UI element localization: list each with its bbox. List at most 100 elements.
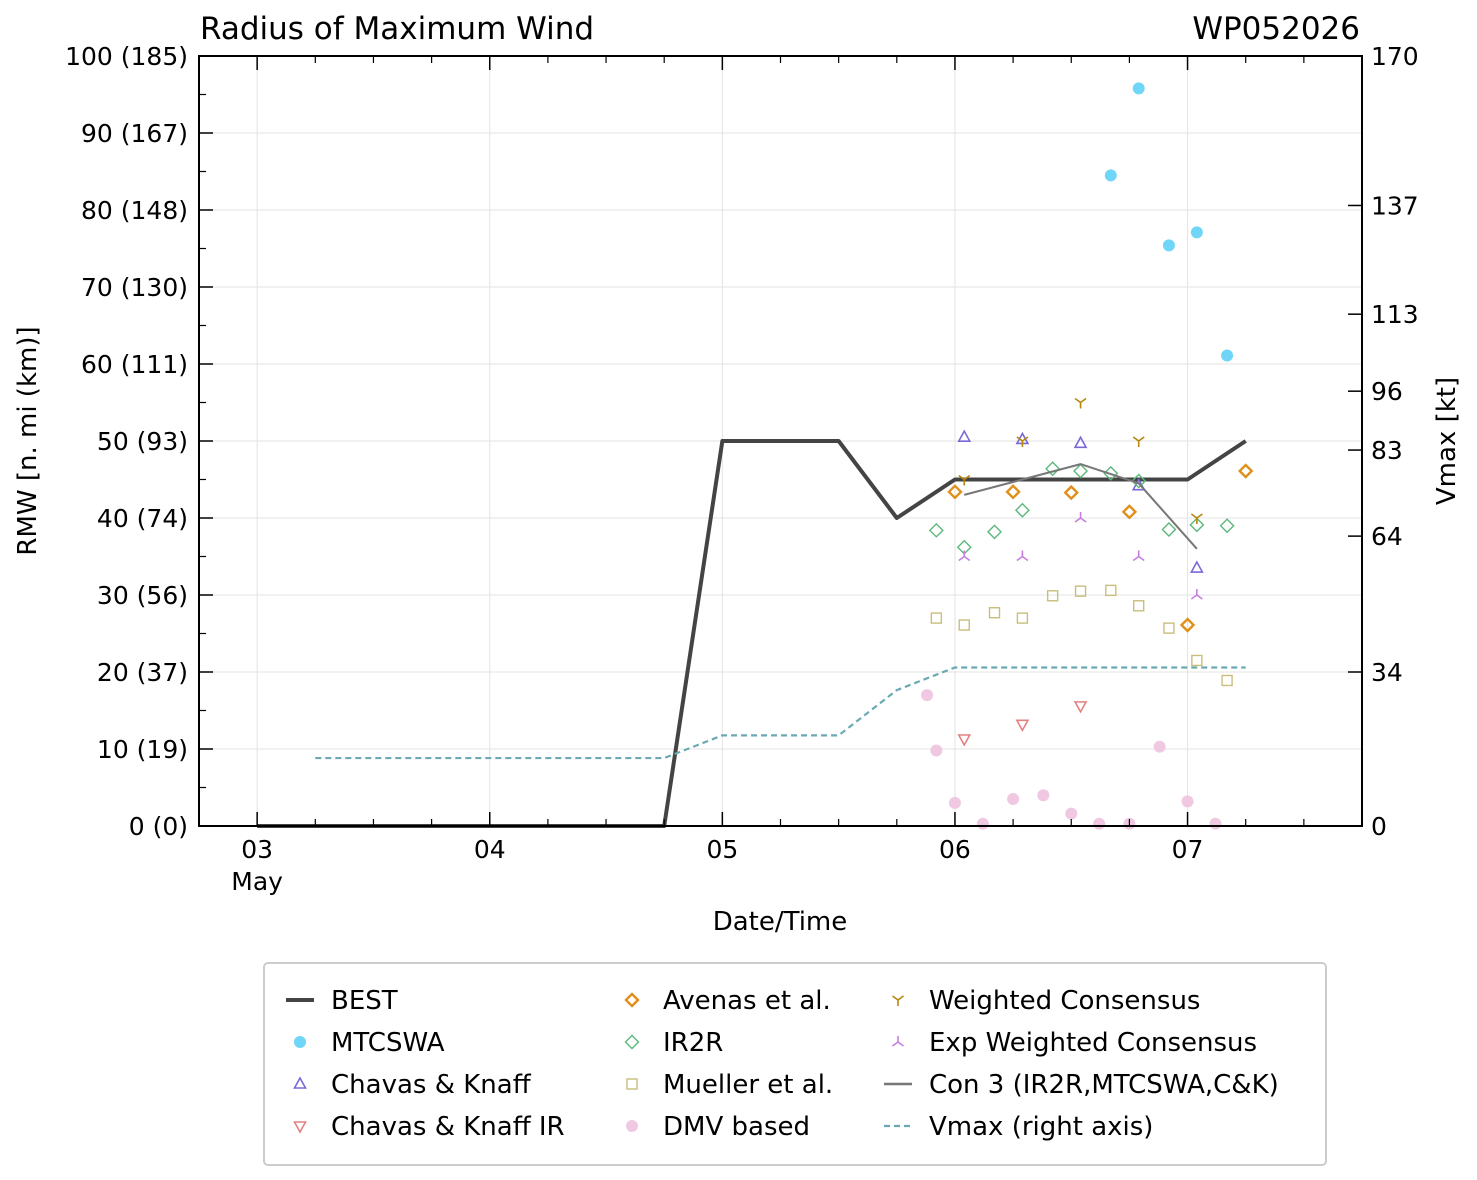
y-tick-label: 20 (37) <box>97 658 188 687</box>
x-tick-label: 05 <box>706 835 738 864</box>
legend-swatch <box>293 1121 307 1134</box>
data-point <box>1016 612 1029 624</box>
marker-square <box>1163 622 1175 634</box>
legend-item: Avenas et al. <box>624 986 831 1016</box>
marker-diamond <box>1005 484 1021 500</box>
marker-triangle <box>957 734 972 747</box>
x-tick-label: 03 <box>241 835 273 864</box>
marker-arm <box>1016 436 1023 442</box>
marker-arm <box>897 995 904 1001</box>
marker-square <box>1046 590 1059 602</box>
marker-triangle <box>293 1121 307 1134</box>
marker-dot <box>1104 169 1117 182</box>
marker-triangle <box>957 429 972 442</box>
axis-ticks: 0 (0) 10 (19) 20 (37) 30 (56) 40 (74) 50 (93)… <box>65 42 1419 896</box>
y2-tick-label: 34 <box>1371 658 1403 687</box>
data-point <box>1073 435 1088 449</box>
data-point <box>1190 513 1203 524</box>
legend-swatch <box>624 992 640 1008</box>
marker-dot <box>1007 793 1020 806</box>
marker-square <box>1221 674 1233 687</box>
marker-arm <box>897 1041 904 1047</box>
data-point <box>958 619 970 631</box>
marker-diamond <box>1161 522 1177 538</box>
series-exp-weighted-consensus <box>958 512 1203 600</box>
data-point <box>957 429 972 442</box>
legend-item: Exp Weighted Consensus <box>892 1028 1257 1058</box>
marker-arm <box>1074 397 1082 404</box>
y2-tick-label: 137 <box>1371 191 1419 220</box>
data-point <box>1133 600 1145 612</box>
marker-square <box>988 607 1001 619</box>
data-point <box>1191 654 1203 667</box>
marker-arm <box>892 995 899 1001</box>
data-point <box>1181 795 1194 808</box>
data-point <box>930 612 943 624</box>
marker-diamond <box>1063 484 1079 501</box>
marker-square <box>1105 584 1117 597</box>
legend-label: Chavas & Knaff IR <box>331 1112 565 1142</box>
series-con-3-ir2r-mtcswa-c-k- <box>963 463 1198 550</box>
legend-item: BEST <box>286 986 398 1016</box>
legend-swatch <box>892 1036 904 1047</box>
data-point <box>1045 461 1061 477</box>
legend-item: Mueller et al. <box>626 1070 833 1100</box>
data-point <box>1153 740 1166 753</box>
x-tick-label: 06 <box>939 835 971 864</box>
marker-triangle <box>1190 560 1204 573</box>
data-point <box>976 817 989 830</box>
marker-square <box>1016 612 1029 624</box>
legend-label: DMV based <box>663 1112 810 1142</box>
y2-tick-label: 96 <box>1371 377 1403 406</box>
marker-arm <box>1132 555 1140 562</box>
series-vmax-right-axis- <box>315 666 1246 760</box>
data-point <box>1132 82 1145 95</box>
data-point <box>947 484 963 500</box>
data-point <box>1037 789 1050 802</box>
legend-item: MTCSWA <box>294 1028 445 1058</box>
data-point <box>1219 518 1235 534</box>
data-point <box>1132 436 1145 447</box>
marker-diamond <box>624 992 640 1008</box>
marker-diamond <box>1131 473 1147 489</box>
legend-label: Con 3 (IR2R,MTCSWA,C&K) <box>929 1070 1279 1100</box>
marker-diamond <box>928 522 944 538</box>
legend-item: Weighted Consensus <box>892 986 1200 1016</box>
data-point <box>1190 226 1203 239</box>
legend-label: IR2R <box>663 1028 723 1058</box>
data-point <box>1105 584 1117 597</box>
y2-tick-label: 170 <box>1371 42 1419 71</box>
legend-swatch <box>626 1078 638 1090</box>
chart-title: Radius of Maximum Wind <box>200 11 594 47</box>
marker-diamond <box>624 1034 640 1050</box>
data-point <box>1074 397 1087 409</box>
marker-dot <box>1162 239 1175 252</box>
marker-dot <box>948 796 961 809</box>
y-tick-label: 70 (130) <box>81 273 188 302</box>
marker-diamond <box>947 484 963 500</box>
legend-swatch <box>892 995 904 1006</box>
data-point <box>1005 484 1021 500</box>
marker-arm <box>1196 594 1203 600</box>
data-point <box>921 689 934 702</box>
data-point <box>1065 807 1078 820</box>
data-point <box>957 734 972 747</box>
y-tick-label: 40 (74) <box>97 504 188 533</box>
data-point <box>1238 463 1254 479</box>
series-dmv-based <box>921 689 1222 830</box>
legend-item: Chavas & Knaff IR <box>293 1112 565 1142</box>
marker-arm <box>958 474 965 481</box>
data-point <box>1221 674 1233 687</box>
legend-swatch <box>626 1120 638 1132</box>
series-line <box>315 666 1246 760</box>
data-point <box>1163 622 1175 634</box>
marker-square <box>930 612 943 624</box>
y2-tick-label: 113 <box>1371 300 1419 329</box>
marker-diamond <box>1103 465 1119 481</box>
marker-diamond <box>1189 517 1205 533</box>
marker-dot <box>1209 817 1222 830</box>
data-point <box>1046 590 1059 602</box>
y-tick-label: 10 (19) <box>97 735 188 764</box>
y-tick-label: 100 (185) <box>65 42 188 71</box>
